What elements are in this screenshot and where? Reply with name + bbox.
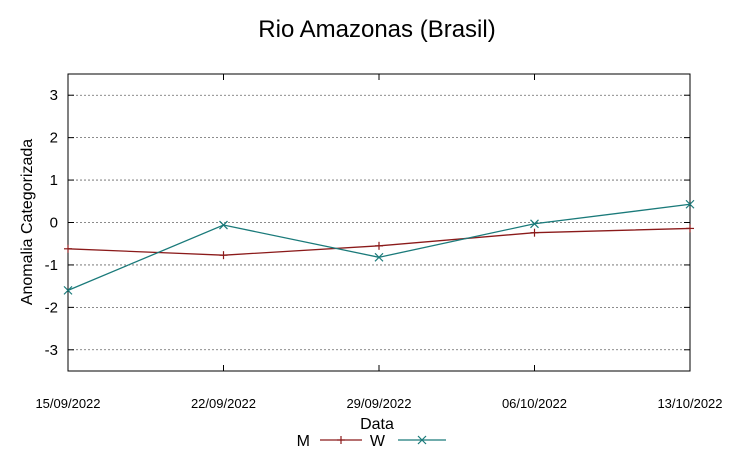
x-tick-label: 15/09/2022 bbox=[35, 396, 100, 411]
data-point-m bbox=[64, 244, 72, 253]
y-tick-label: 3 bbox=[50, 87, 58, 104]
data-point-w bbox=[219, 220, 228, 230]
x-tick-label: 29/09/2022 bbox=[346, 396, 411, 411]
data-point-w bbox=[374, 252, 384, 262]
legend-marker bbox=[417, 435, 427, 445]
data-point-m bbox=[686, 224, 694, 233]
x-axis-label: Data bbox=[360, 416, 394, 433]
data-point-w bbox=[63, 285, 73, 295]
y-tick-label: -1 bbox=[45, 257, 58, 274]
data-point-m bbox=[375, 241, 383, 250]
y-tick-label: -3 bbox=[45, 342, 58, 359]
x-tick-label: 22/09/2022 bbox=[191, 396, 256, 411]
y-tick-label: 0 bbox=[50, 215, 58, 232]
legend-swatch-w bbox=[398, 435, 446, 445]
grid bbox=[68, 94, 690, 351]
legend-marker bbox=[337, 436, 345, 444]
x-tick-label: 06/10/2022 bbox=[502, 396, 567, 411]
y-tick-label: -2 bbox=[45, 299, 58, 316]
legend-swatch-m bbox=[320, 436, 362, 444]
y-tick-label: 1 bbox=[50, 172, 58, 189]
legend-label-w: W bbox=[370, 433, 386, 450]
y-axis-label: Anomalia Categorizada bbox=[19, 139, 36, 305]
chart-title: Rio Amazonas (Brasil) bbox=[258, 16, 495, 43]
data-point-w bbox=[530, 219, 539, 229]
series-layer bbox=[63, 199, 695, 295]
legend-label-m: M bbox=[297, 433, 310, 450]
data-point-w bbox=[685, 199, 695, 209]
data-point-m bbox=[530, 228, 539, 237]
x-axis-ticks: 15/09/2022 22/09/2022 29/09/2022 06/10/2022… bbox=[35, 74, 723, 411]
y-tick-label: 2 bbox=[50, 130, 58, 147]
data-point-m bbox=[219, 251, 228, 260]
y-axis-ticks: -3 -2 -1 0 1 2 3 bbox=[45, 87, 690, 359]
x-tick-label: 13/10/2022 bbox=[657, 396, 722, 411]
legend: M W bbox=[297, 433, 446, 450]
